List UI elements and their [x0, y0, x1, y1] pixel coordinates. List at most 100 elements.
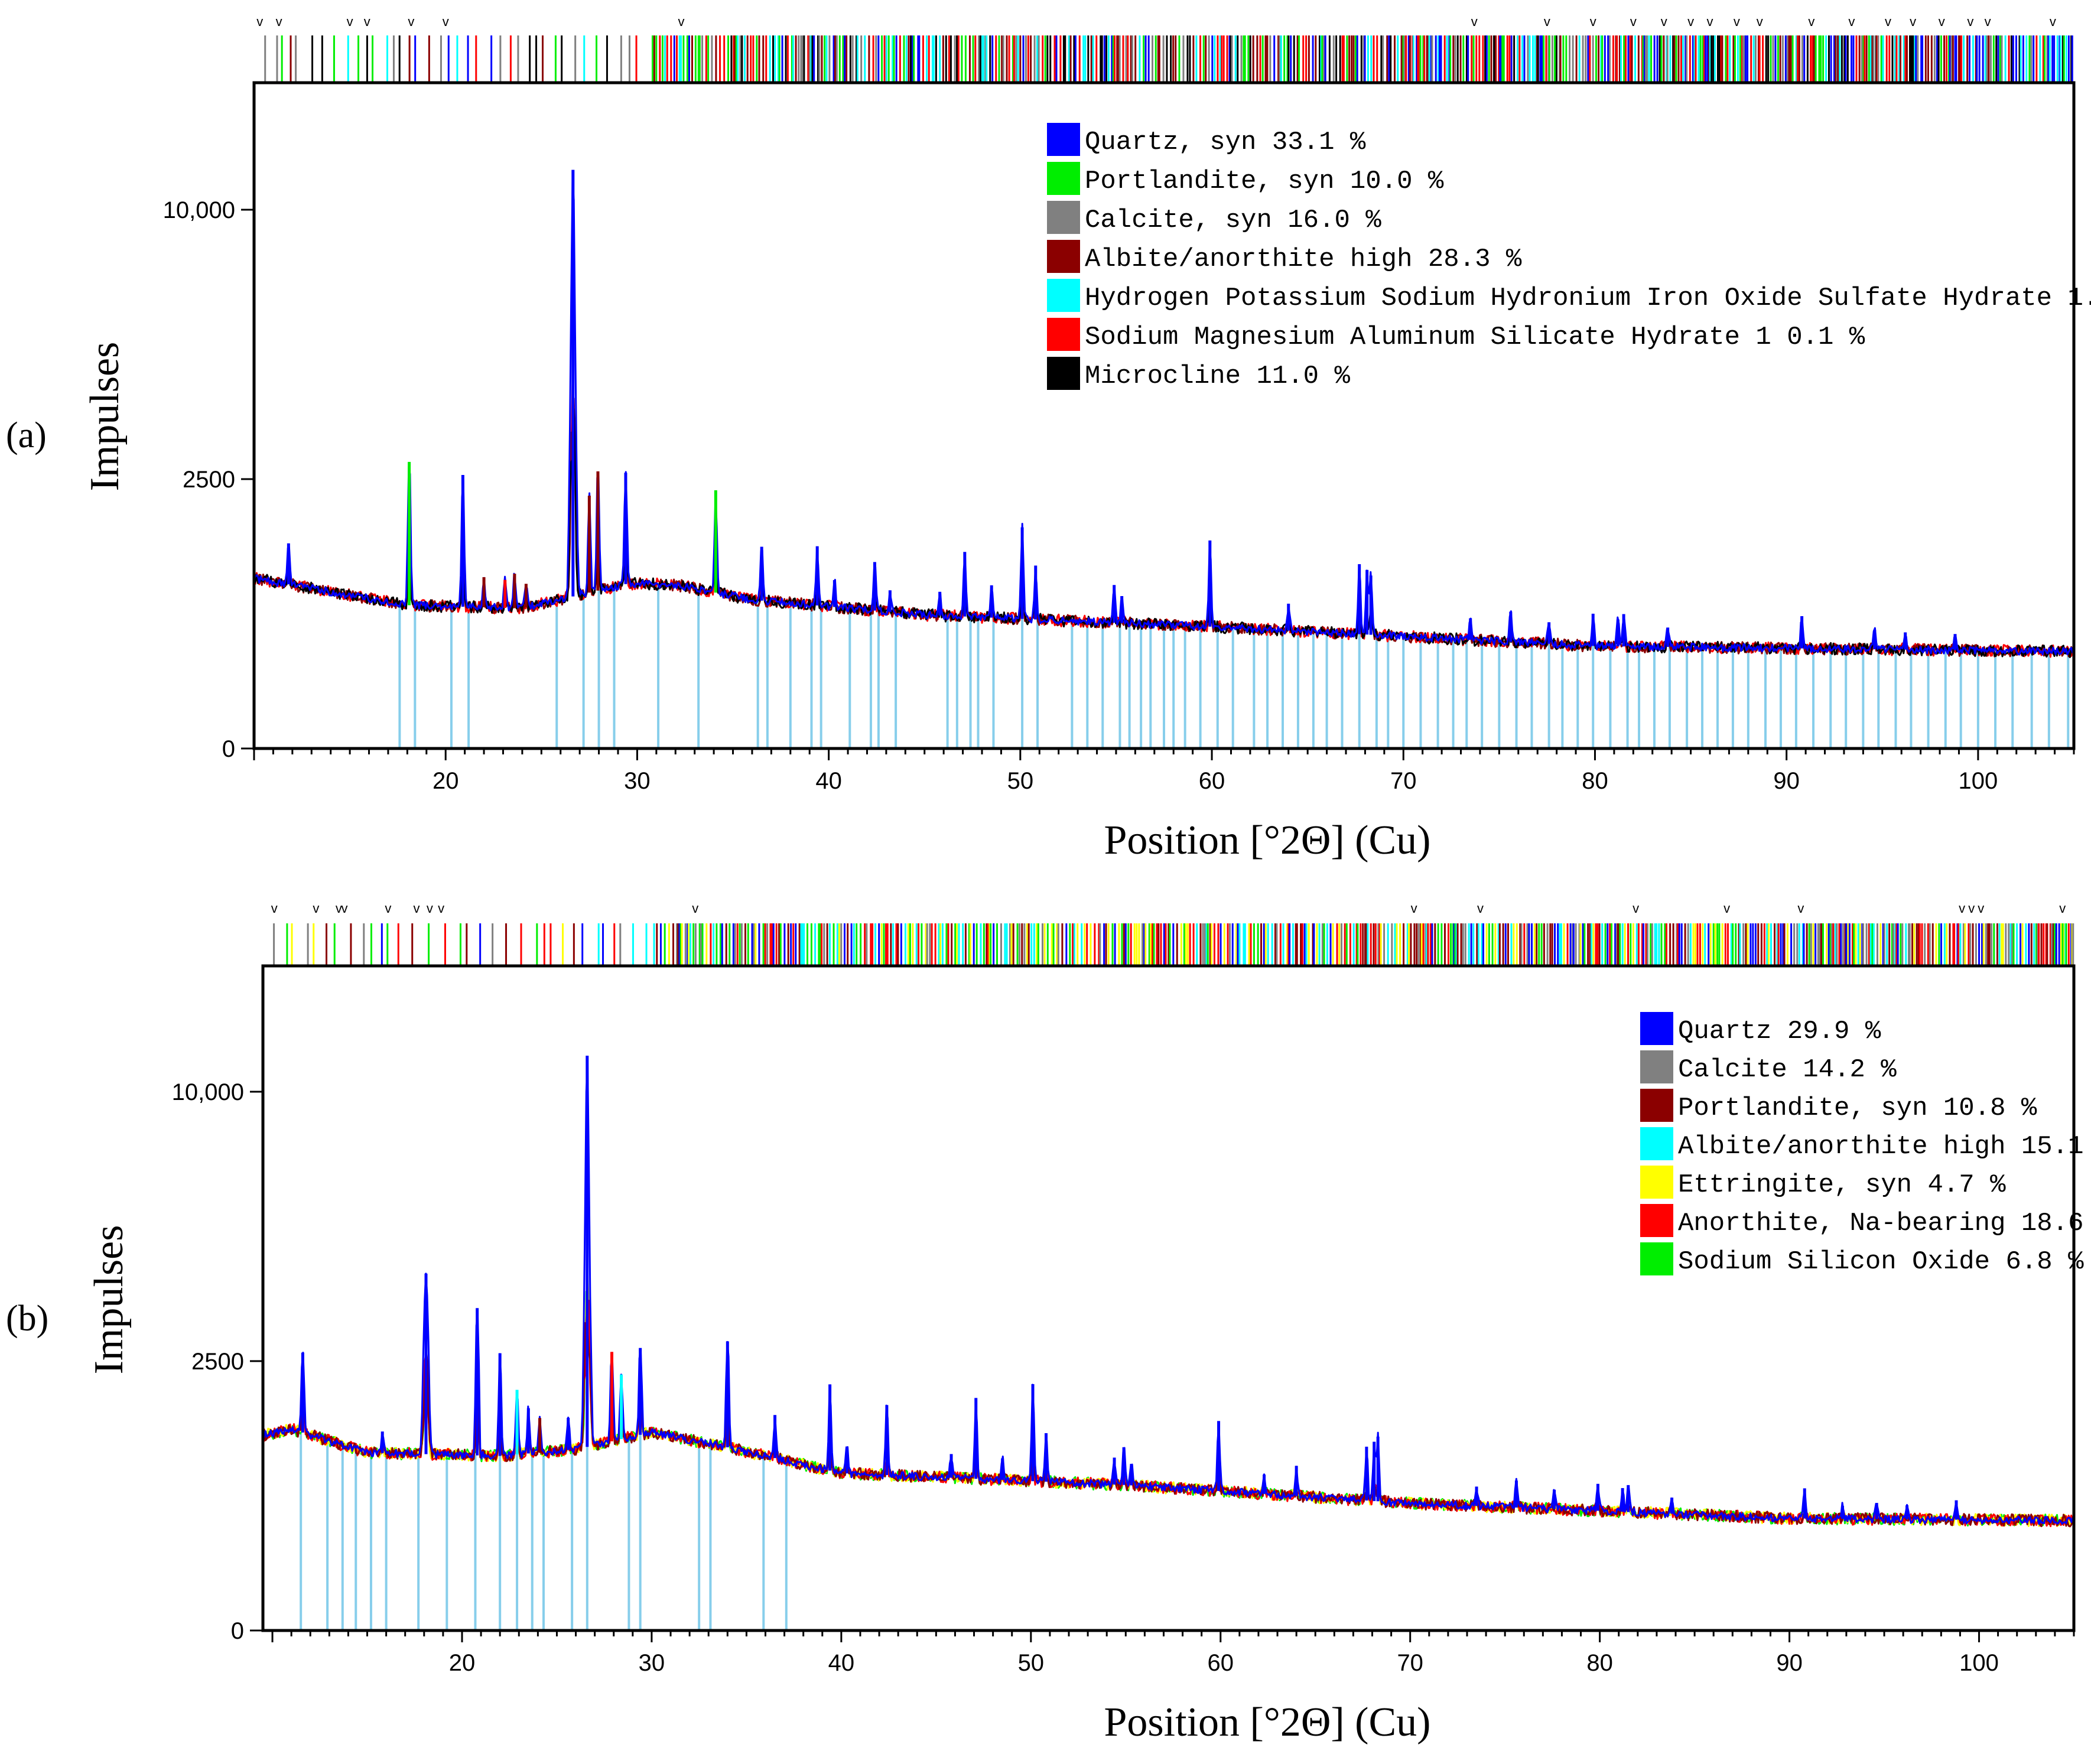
phase-marker-glyph: v [1544, 14, 1550, 29]
y-tick-label: 0 [231, 1618, 244, 1644]
phase-marker-glyph: v [1723, 901, 1730, 916]
phase-marker-glyph: v [1959, 901, 1965, 916]
x-tick-label: 70 [1397, 1650, 1423, 1676]
phase-marker-glyph: v [1734, 14, 1740, 29]
phase-marker-glyph: v [692, 901, 698, 916]
x-tick-label: 100 [1959, 768, 1998, 794]
phase-marker-glyph: v [1808, 14, 1814, 29]
phase-marker-glyph: v [1477, 901, 1484, 916]
panel-b-pattern-traces [262, 1055, 2075, 1528]
legend-swatch [1640, 1166, 1673, 1199]
panel-b-y-axis-title: Impulses [86, 1225, 132, 1375]
phase-marker-glyph: v [276, 14, 282, 29]
legend-swatch [1047, 279, 1080, 312]
legend-swatch [1047, 357, 1080, 390]
phase-marker-glyph: v [1411, 901, 1417, 916]
phase-marker-glyph: v [1910, 14, 1916, 29]
x-tick-label: 20 [449, 1650, 476, 1676]
x-tick-label: 50 [1018, 1650, 1045, 1676]
pattern-trace [262, 1062, 2074, 1525]
x-tick-label: 100 [1959, 1650, 1999, 1676]
phase-marker-glyph: v [1968, 901, 1975, 916]
y-tick-label: 2500 [183, 467, 235, 493]
panel-a-legend: Quartz, syn 33.1 % Portlandite, syn 10.0 … [1047, 123, 2091, 391]
x-tick-label: 50 [1007, 768, 1034, 794]
phase-marker-glyph: v [1687, 14, 1694, 29]
phase-marker-glyph: v [1471, 14, 1478, 29]
legend-swatch [1640, 1127, 1673, 1160]
panel-b-plot-frame [261, 964, 2076, 1632]
phase-marker-glyph: v [443, 14, 449, 29]
legend-label: Sodium Magnesium Aluminum Silicate Hydra… [1085, 323, 1865, 352]
phase-marker-glyph: v [342, 901, 348, 916]
x-tick-label: 30 [639, 1650, 665, 1676]
legend-label: Quartz 29.9 % [1678, 1017, 1881, 1046]
phase-marker-glyph: v [427, 901, 433, 916]
phase-marker-glyph: v [1590, 14, 1596, 29]
panel-a-y-axis-title: Impulses [82, 342, 128, 492]
x-tick-label: 80 [1582, 768, 1608, 794]
panel-a-y-axis: 0 2500 10,000 [163, 197, 254, 762]
legend-label: Calcite, syn 16.0 % [1085, 206, 1381, 235]
x-tick-label: 70 [1390, 768, 1417, 794]
phase-marker-glyph: v [1985, 14, 1991, 29]
panel-a-pattern-traces [253, 170, 2075, 658]
x-tick-label: 60 [1199, 768, 1225, 794]
phase-marker-glyph: v [1978, 901, 1984, 916]
legend-label: Hydrogen Potassium Sodium Hydronium Iron… [1085, 284, 2091, 313]
phase-marker-glyph: v [413, 901, 419, 916]
legend-label: Calcite 14.2 % [1678, 1055, 1897, 1085]
phase-marker-glyph: v [438, 901, 444, 916]
panel-b-x-axis: 20 30 40 50 60 70 80 90 100 [271, 1630, 2075, 1676]
panel-a-label: (a) [6, 415, 47, 455]
legend-swatch [1047, 162, 1080, 195]
panel-b-phase-markers: v v vv v v v v v v v v v v v v v v [271, 901, 2066, 916]
panel-a-phase-stick-strip [254, 35, 2074, 84]
phase-marker-glyph: v [1707, 14, 1713, 29]
phase-marker-glyph: v [2059, 901, 2066, 916]
panel-a-x-axis: 20 30 40 50 60 70 80 90 100 [253, 748, 2075, 794]
x-tick-label: 40 [815, 768, 842, 794]
panel-a-reference-lines [398, 584, 2070, 748]
phase-marker-glyph: v [256, 14, 263, 29]
panel-b-y-axis: 0 2500 10,000 [172, 1079, 263, 1644]
phase-marker-glyph: v [271, 901, 278, 916]
phase-marker-glyph: v [1848, 14, 1855, 29]
legend-swatch [1047, 123, 1080, 156]
legend-label: Microcline 11.0 % [1085, 362, 1350, 391]
panel-b-reference-lines [300, 1431, 788, 1630]
phase-marker-glyph: v [1967, 14, 1973, 29]
x-tick-label: 90 [1773, 768, 1800, 794]
phase-marker-glyph: v [1661, 14, 1667, 29]
legend-label: Quartz, syn 33.1 % [1085, 128, 1366, 157]
y-tick-label: 2500 [191, 1349, 244, 1375]
phase-marker-glyph: v [2050, 14, 2056, 29]
legend-label: Portlandite, syn 10.0 % [1085, 167, 1444, 196]
phase-marker-glyph: v [1630, 14, 1637, 29]
panel-b-legend: Quartz 29.9 % Calcite 14.2 % Portlandite, … [1640, 1012, 2091, 1277]
pattern-trace [253, 408, 2075, 658]
legend-swatch [1640, 1089, 1673, 1122]
y-tick-label: 0 [222, 736, 235, 762]
panel-b-phase-stick-strip [263, 923, 2074, 967]
phase-marker-glyph: v [408, 14, 414, 29]
phase-marker-glyph: v [364, 14, 370, 29]
phase-marker-glyph: v [313, 901, 319, 916]
pattern-trace [253, 180, 2074, 656]
legend-swatch [1640, 1012, 1673, 1045]
phase-marker-glyph: v [1797, 901, 1804, 916]
legend-swatch [1640, 1204, 1673, 1237]
x-tick-label: 90 [1776, 1650, 1803, 1676]
y-tick-label: 10,000 [172, 1079, 244, 1105]
x-tick-label: 80 [1586, 1650, 1613, 1676]
phase-marker-glyph: v [1939, 14, 1945, 29]
x-tick-label: 30 [624, 768, 651, 794]
legend-label: Albite/anorthite high 28.3 % [1085, 245, 1522, 274]
legend-swatch [1047, 240, 1080, 273]
legend-label: Anorthite, Na-bearing 18.6 % [1678, 1209, 2091, 1238]
